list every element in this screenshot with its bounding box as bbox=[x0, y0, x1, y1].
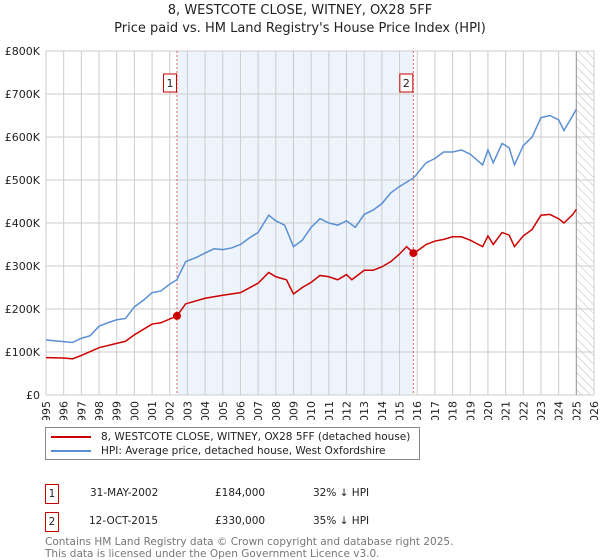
x-tick-label: 2020 bbox=[482, 401, 495, 420]
sale-date: 12-OCT-2015 bbox=[89, 515, 158, 527]
x-tick-label: 2017 bbox=[429, 401, 442, 420]
sale-price: £330,000 bbox=[215, 515, 266, 527]
x-tick-label: 2022 bbox=[517, 401, 530, 420]
x-tick-label: 2026 bbox=[588, 401, 600, 420]
x-tick-label: 1996 bbox=[58, 401, 71, 420]
sale-marker-box: 2 bbox=[45, 512, 59, 532]
x-tick-label: 1998 bbox=[93, 401, 106, 420]
x-tick-label: 2000 bbox=[128, 401, 141, 420]
sale-hpi-diff: 32% ↓ HPI bbox=[313, 487, 370, 499]
sale-point bbox=[409, 249, 418, 258]
chart-subtitle: Price paid vs. HM Land Registry's House … bbox=[114, 21, 486, 36]
price-chart: 1995 1996 1997 1998 1999 2000 2001 2002 2003 2004… bbox=[5, 45, 600, 420]
sale-marker-box bbox=[162, 73, 177, 93]
sale-marker-box bbox=[399, 73, 414, 93]
x-tick-label: 2012 bbox=[341, 401, 354, 420]
x-tick-label: 2001 bbox=[146, 401, 159, 420]
x-tick-label: 2011 bbox=[323, 401, 336, 420]
legend-label-property: 8, WESTCOTE CLOSE, WITNEY, OX28 5FF (det… bbox=[101, 431, 411, 443]
property-price-line bbox=[45, 208, 577, 360]
x-tick-label: 2002 bbox=[164, 401, 177, 420]
x-tick-label: 2015 bbox=[394, 401, 407, 420]
legend-label-hpi: HPI: Average price, detached house, West… bbox=[101, 445, 386, 457]
y-tick-label: £500K bbox=[5, 174, 41, 187]
footer-licence: This data is licensed under the Open Gov… bbox=[45, 548, 380, 560]
x-tick-label: 2009 bbox=[287, 401, 300, 420]
sale-marker-number: 1 bbox=[166, 77, 173, 90]
legend-swatch-property bbox=[51, 436, 91, 438]
sale-marker-number: 2 bbox=[403, 77, 410, 90]
y-tick-label: £600K bbox=[5, 131, 41, 144]
x-tick-label: 2003 bbox=[181, 401, 194, 420]
sale-point bbox=[172, 311, 181, 320]
x-tick-label: 2018 bbox=[447, 401, 460, 420]
sale-price: £184,000 bbox=[215, 487, 266, 499]
footer: Contains HM Land Registry data © Crown c… bbox=[45, 536, 453, 560]
legend: 8, WESTCOTE CLOSE, WITNEY, OX28 5FF (det… bbox=[45, 427, 420, 460]
hpi-line bbox=[45, 108, 577, 344]
x-tick-label: 2021 bbox=[500, 401, 513, 420]
sale-date: 31-MAY-2002 bbox=[90, 487, 159, 499]
sale-marker-box: 1 bbox=[45, 484, 59, 504]
y-tick-label: £800K bbox=[5, 45, 41, 58]
x-tick-label: 2023 bbox=[535, 401, 548, 420]
y-tick-label: £0 bbox=[26, 389, 40, 402]
x-tick-label: 2010 bbox=[305, 401, 318, 420]
x-tick-label: 1995 bbox=[40, 401, 53, 420]
legend-swatch-hpi bbox=[51, 450, 91, 452]
x-tick-label: 2013 bbox=[358, 401, 371, 420]
sale-row-1: 1 31-MAY-2002 £184,000 32% ↓ HPI bbox=[45, 484, 445, 504]
x-tick-label: 1999 bbox=[111, 401, 124, 420]
x-tick-label: 2004 bbox=[199, 401, 212, 420]
x-tick-label: 2006 bbox=[234, 401, 247, 420]
x-tick-label: 2005 bbox=[217, 401, 230, 420]
chart-title: 8, WESTCOTE CLOSE, WITNEY, OX28 5FF bbox=[167, 3, 433, 18]
y-tick-label: £400K bbox=[5, 217, 41, 230]
x-tick-label: 2007 bbox=[252, 401, 265, 420]
y-tick-label: £100K bbox=[5, 346, 41, 359]
x-tick-label: 2019 bbox=[464, 401, 477, 420]
y-tick-label: £200K bbox=[5, 303, 41, 316]
x-tick-label: 2024 bbox=[553, 401, 566, 420]
x-tick-label: 1997 bbox=[75, 401, 88, 420]
x-tick-label: 2025 bbox=[570, 401, 583, 420]
sale-row-2: 2 12-OCT-2015 £330,000 35% ↓ HPI bbox=[45, 512, 445, 532]
y-tick-label: £300K bbox=[5, 260, 41, 273]
x-tick-label: 2014 bbox=[376, 401, 389, 420]
x-tick-label: 2008 bbox=[270, 401, 283, 420]
sale-hpi-diff: 35% ↓ HPI bbox=[313, 515, 370, 527]
x-tick-label: 2016 bbox=[411, 401, 424, 420]
footer-copyright: Contains HM Land Registry data © Crown c… bbox=[45, 536, 454, 548]
y-tick-label: £700K bbox=[5, 88, 41, 101]
